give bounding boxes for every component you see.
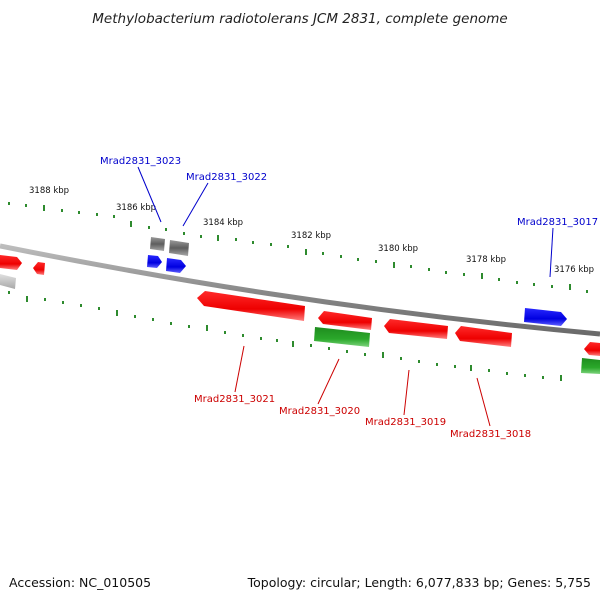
scale-label: 3184 kbp <box>203 218 243 228</box>
gene-arrow[interactable] <box>455 326 512 347</box>
genome-summary-text: Topology: circular; Length: 6,077,833 bp… <box>247 575 591 590</box>
gene-arrow[interactable] <box>197 291 305 321</box>
scale-label: 3178 kbp <box>466 255 506 265</box>
gene-arrow[interactable] <box>147 255 162 268</box>
chromosome-backbone <box>0 243 600 337</box>
reverse-scale-ticks <box>8 291 562 381</box>
gene-arrow[interactable] <box>318 311 372 330</box>
gene-label[interactable]: Mrad2831_3021 <box>194 394 275 405</box>
scale-label: 3176 kbp <box>554 265 594 275</box>
rna-gene[interactable] <box>314 327 370 347</box>
scale-label: 3180 kbp <box>378 244 418 254</box>
scale-label: 3188 kbp <box>29 186 69 196</box>
gene-arrow[interactable] <box>166 258 186 273</box>
scale-label: 3186 kbp <box>116 203 156 213</box>
forward-scale-ticks <box>8 202 588 293</box>
rna-gene[interactable] <box>581 358 600 374</box>
map-title: Methylobacterium radiotolerans JCM 2831,… <box>92 11 507 27</box>
forward-genes <box>147 237 567 326</box>
gene-arrow[interactable] <box>0 255 22 270</box>
gene-labels: Mrad2831_3023 Mrad2831_3022 Mrad2831_301… <box>100 156 598 440</box>
reverse-genes <box>0 255 600 374</box>
gene-label[interactable]: Mrad2831_3018 <box>450 429 531 440</box>
gene-arrow[interactable] <box>584 342 600 356</box>
gene-label[interactable]: Mrad2831_3020 <box>279 406 360 417</box>
scale-label: 3182 kbp <box>291 231 331 241</box>
gene-label[interactable]: Mrad2831_3017 <box>517 217 598 228</box>
gene-label[interactable]: Mrad2831_3022 <box>186 172 267 183</box>
gene-block[interactable] <box>169 240 189 256</box>
gene-arrow[interactable] <box>384 319 448 339</box>
gene-arrow[interactable] <box>0 274 16 289</box>
accession-text: Accession: NC_010505 <box>9 575 151 590</box>
scale-labels: 3188 kbp 3186 kbp 3184 kbp 3182 kbp 3180… <box>29 186 594 275</box>
gene-label[interactable]: Mrad2831_3023 <box>100 156 181 167</box>
label-leaders <box>137 166 554 427</box>
gene-arrow[interactable] <box>524 308 567 326</box>
gene-label[interactable]: Mrad2831_3019 <box>365 417 446 428</box>
gene-block[interactable] <box>150 237 165 251</box>
gene-arrow[interactable] <box>33 262 45 275</box>
